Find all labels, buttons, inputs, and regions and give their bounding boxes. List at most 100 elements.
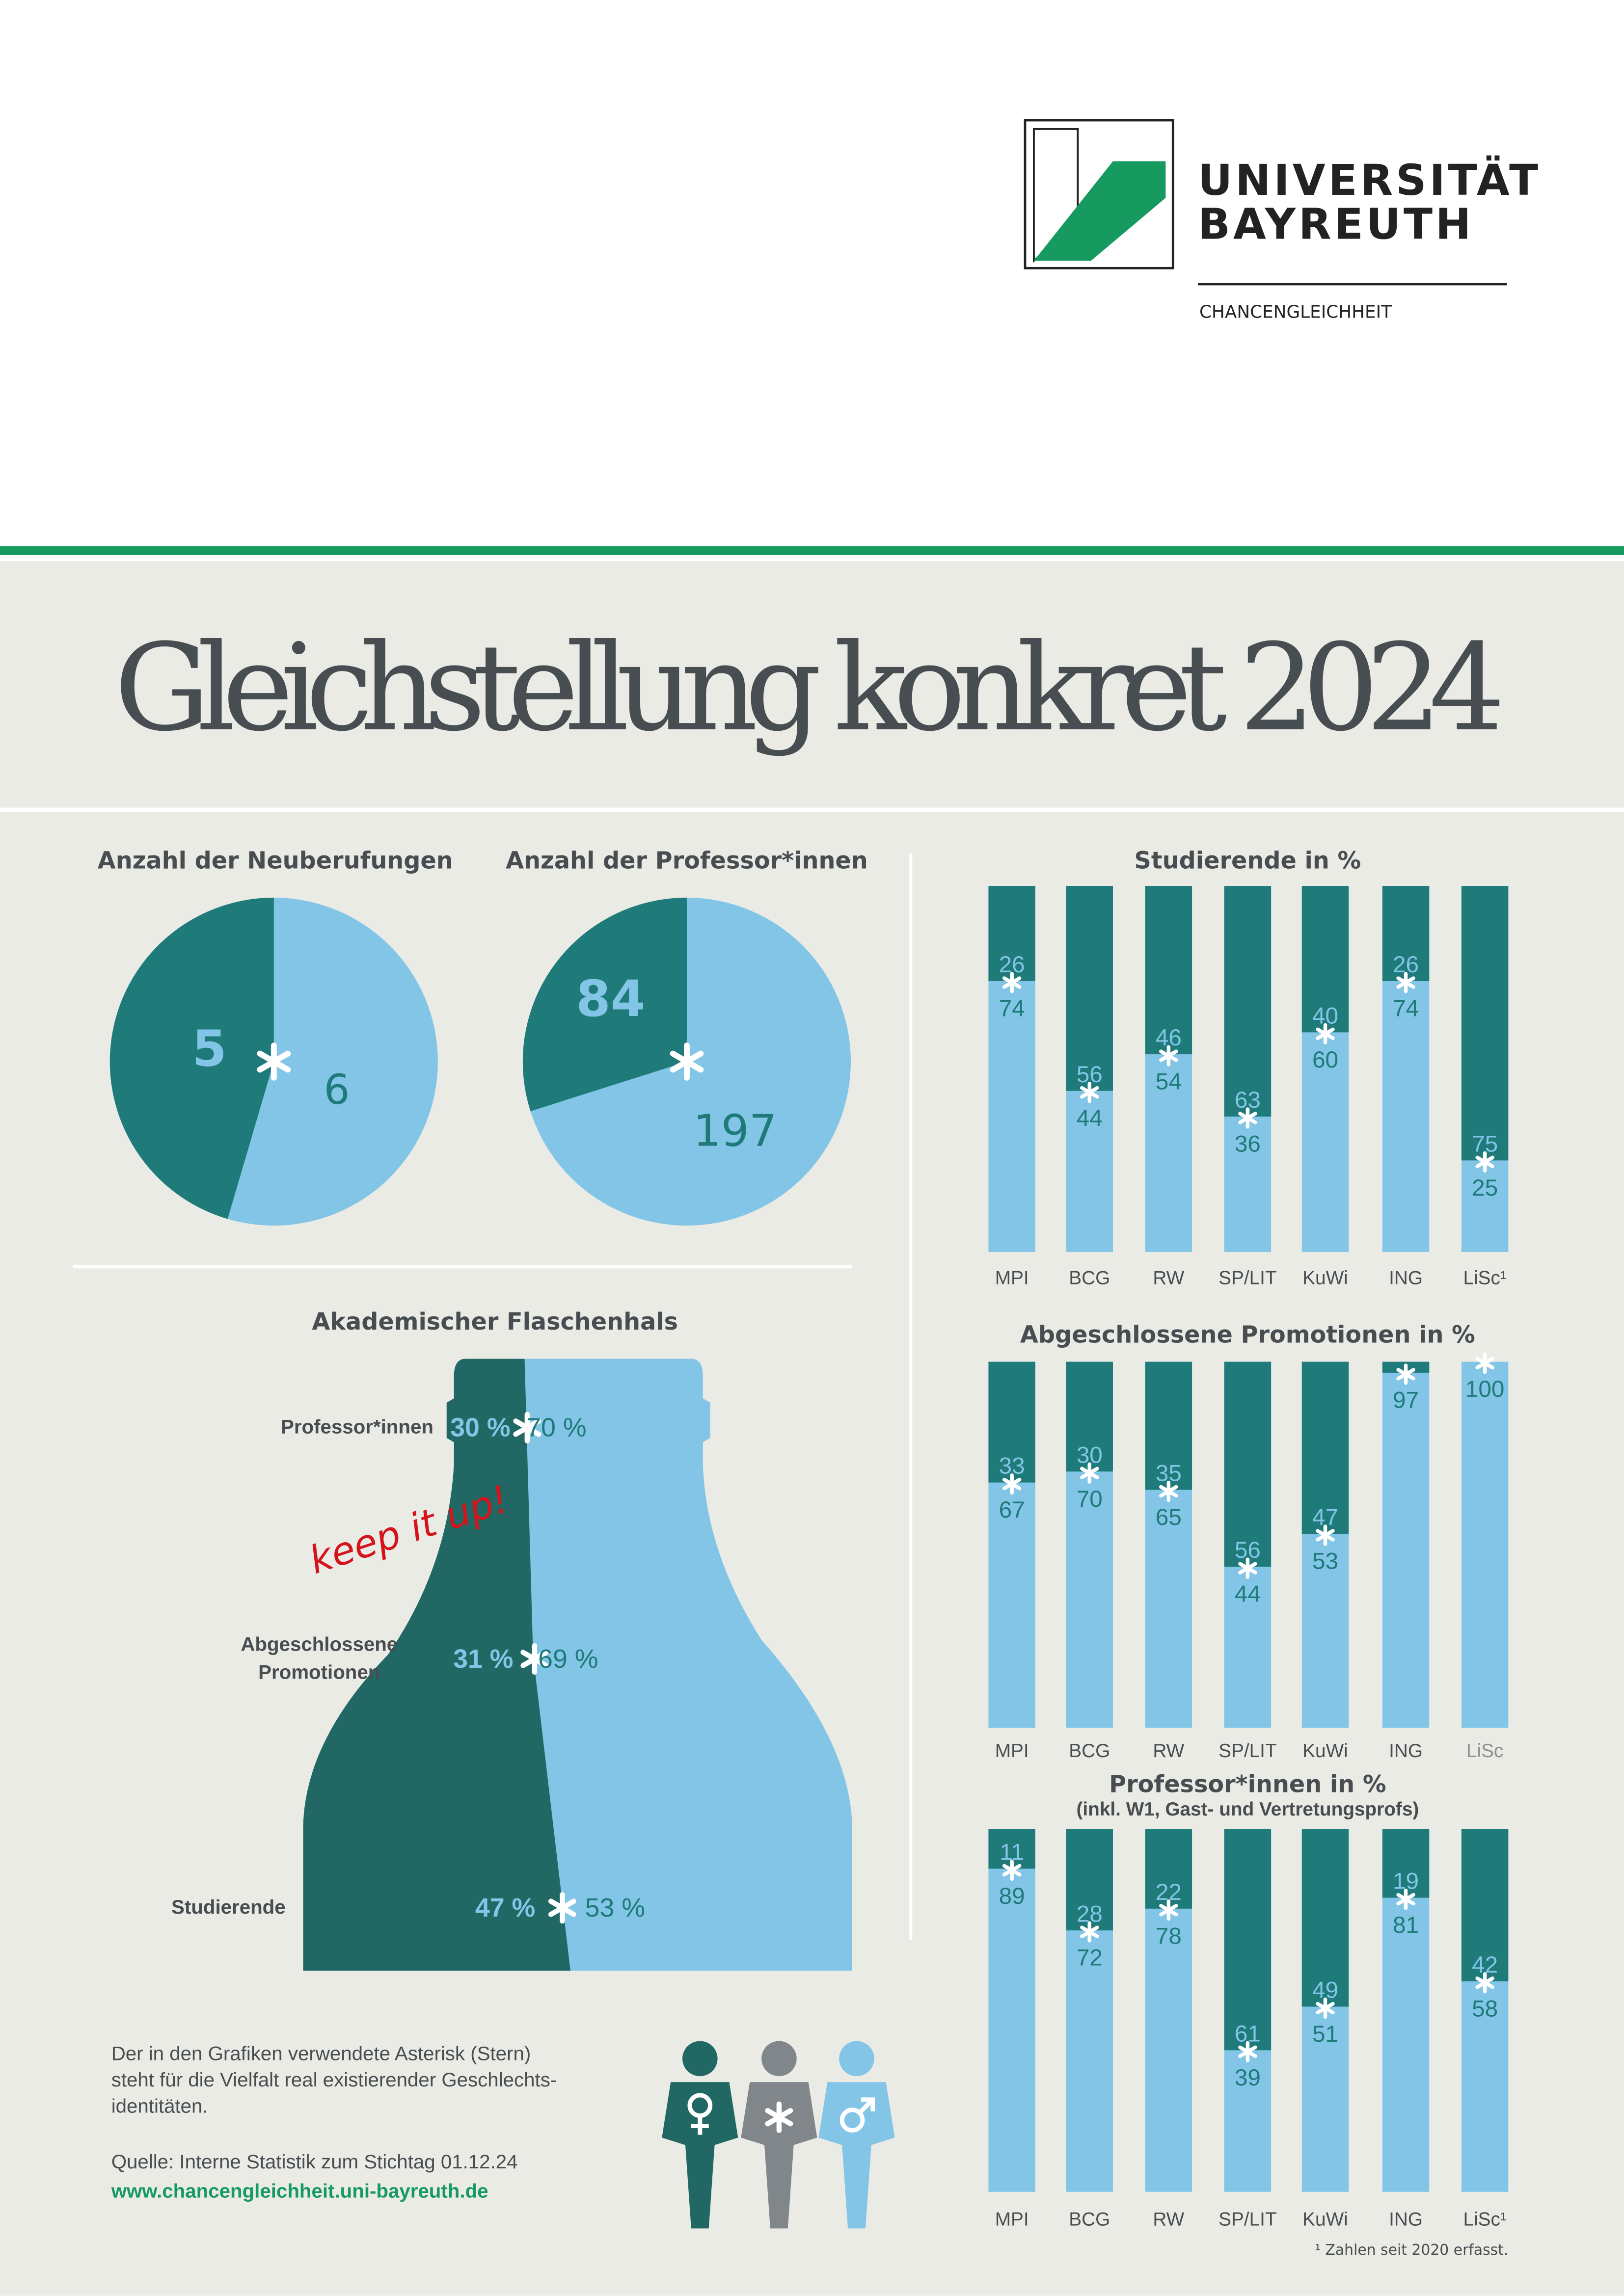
bar-segment-female <box>1461 886 1509 1161</box>
footnote: ¹ Zahlen seit 2020 erfasst. <box>1315 2242 1508 2259</box>
pie-label-male: 197 <box>693 1106 777 1157</box>
diverse-figure-icon <box>741 2041 817 2229</box>
bar-label-male: 51 <box>1312 2021 1338 2047</box>
asterisk-icon <box>1238 1107 1257 1129</box>
asterisk-icon <box>1475 1151 1494 1173</box>
logo-line2: BAYREUTH <box>1198 200 1474 249</box>
bar-segment-male <box>1461 1362 1509 1728</box>
university-logo: UNIVERSITÄT BAYREUTH CHANCENGLEICHHEIT <box>1024 119 1541 322</box>
bottle-value-female: 30 % <box>450 1413 510 1442</box>
category-label: SP/LIT <box>1218 1740 1277 1762</box>
category-label: KuWi <box>1302 2209 1348 2230</box>
bar-label-male: 89 <box>999 1883 1025 1909</box>
note-line: steht für die Vielfalt real existierende… <box>111 2069 557 2091</box>
asterisk-icon <box>1159 1899 1178 1921</box>
category-label: BCG <box>1069 1267 1110 1288</box>
source-text: Quelle: Interne Statistik zum Stichtag 0… <box>111 2151 518 2173</box>
bar-segment-female <box>1066 1829 1113 1931</box>
asterisk-icon <box>1080 1462 1099 1484</box>
bottle-value-male: 53 % <box>585 1893 645 1922</box>
category-label: KuWi <box>1302 1740 1348 1762</box>
bar-label-male: 100 <box>1465 1376 1505 1402</box>
asterisk-icon <box>1080 1082 1099 1103</box>
note-line: identitäten. <box>111 2095 208 2117</box>
bar-label-male: 53 <box>1312 1548 1338 1575</box>
pie-label-female: 84 <box>576 970 645 1028</box>
bottle-row-label: Professor*innen <box>281 1416 433 1438</box>
bar-segment-female <box>1145 1829 1192 1909</box>
chart-title: Professor*innen in % <box>1109 1771 1386 1798</box>
note-line: Der in den Grafiken verwendete Asterisk … <box>111 2042 531 2064</box>
category-label: MPI <box>995 1740 1029 1762</box>
category-label: SP/LIT <box>1218 1267 1277 1288</box>
pie-label-male: 6 <box>324 1066 350 1114</box>
asterisk-icon <box>765 2101 793 2133</box>
bar-label-male: 25 <box>1472 1175 1498 1201</box>
asterisk-icon <box>520 1643 549 1675</box>
pie1-title: Anzahl der Neuberufungen <box>98 847 453 874</box>
asterisk-icon <box>1316 1524 1335 1546</box>
category-label: MPI <box>995 2209 1029 2230</box>
asterisk-icon <box>1475 1972 1494 1994</box>
footer-note: Der in den Grafiken verwendete Asterisk … <box>111 2042 557 2202</box>
stacked-bar-chart: Studierende in %2674MPI5644BCG4654RW6336… <box>988 847 1509 1288</box>
bar-label-male: 67 <box>999 1497 1025 1523</box>
bar-segment-female <box>1382 1829 1430 1898</box>
category-label: LiSc¹ <box>1463 1267 1506 1288</box>
bar-label-male: 39 <box>1235 2065 1261 2091</box>
category-label: RW <box>1153 1267 1184 1288</box>
bar-segment-female <box>1224 1362 1272 1567</box>
asterisk-icon <box>1475 1352 1494 1374</box>
stacked-bar-chart: Professor*innen in %(inkl. W1, Gast- und… <box>988 1771 1509 2230</box>
pie-label-female: 5 <box>192 1020 227 1078</box>
female-symbol-icon <box>687 2093 713 2135</box>
asterisk-icon <box>513 1412 541 1443</box>
pie-slice-female <box>522 897 687 1112</box>
chart-title: Abgeschlossene Promotionen in % <box>1020 1322 1475 1349</box>
bar-label-male: 70 <box>1077 1486 1103 1512</box>
department-label: CHANCENGLEICHHEIT <box>1199 302 1392 322</box>
bottle-row-label: Promotionen <box>258 1661 380 1683</box>
bar-segment-female <box>1382 886 1430 981</box>
bar-label-male: 74 <box>999 996 1025 1022</box>
website-link[interactable]: www.chancengleichheit.uni-bayreuth.de <box>111 2180 488 2202</box>
bar-segment-female <box>1145 886 1192 1055</box>
bar-segment-female <box>1301 1829 1349 2007</box>
category-label: BCG <box>1069 2209 1110 2230</box>
bar-segment-female <box>988 1362 1035 1483</box>
bottle-row-label: Abgeschlossene <box>241 1633 398 1655</box>
bar-segment-female <box>1301 886 1349 1033</box>
logo-line1: UNIVERSITÄT <box>1198 155 1541 205</box>
bar-segment-female <box>1461 1829 1509 1981</box>
asterisk-icon <box>1316 1023 1335 1044</box>
bar-label-male: 58 <box>1472 1996 1498 2022</box>
bar-segment-female <box>1066 1362 1113 1472</box>
asterisk-icon <box>1396 972 1415 993</box>
bar-label-male: 65 <box>1156 1504 1182 1530</box>
bottle-value-female: 31 % <box>453 1644 513 1674</box>
bottle-title: Akademischer Flaschenhals <box>312 1308 678 1335</box>
female-figure-icon <box>662 2041 738 2229</box>
bar-segment-female <box>1224 886 1272 1117</box>
asterisk-icon <box>1316 1997 1335 2019</box>
bar-label-male: 74 <box>1393 996 1419 1022</box>
bar-segment-female <box>1224 1829 1272 2051</box>
bar-segment-female <box>1145 1362 1192 1490</box>
asterisk-icon <box>257 1042 291 1081</box>
category-label: ING <box>1389 1740 1423 1762</box>
bar-segment-male <box>1382 1362 1430 1728</box>
bar-label-male: 44 <box>1077 1105 1103 1131</box>
bar-segment-female <box>1301 1362 1349 1534</box>
asterisk-icon <box>670 1042 704 1081</box>
bar-label-male: 54 <box>1156 1069 1182 1095</box>
chart-title: Studierende in % <box>1135 847 1361 874</box>
asterisk-icon <box>1002 1473 1022 1495</box>
asterisk-icon <box>1238 1557 1257 1579</box>
bottle-row-label: Studierende <box>171 1896 286 1918</box>
asterisk-icon <box>1002 1859 1022 1881</box>
asterisk-icon <box>1159 1045 1178 1067</box>
pie-slice-female <box>109 897 274 1219</box>
bar-label-male: 72 <box>1077 1945 1103 1971</box>
bar-label-male: 60 <box>1312 1047 1338 1073</box>
